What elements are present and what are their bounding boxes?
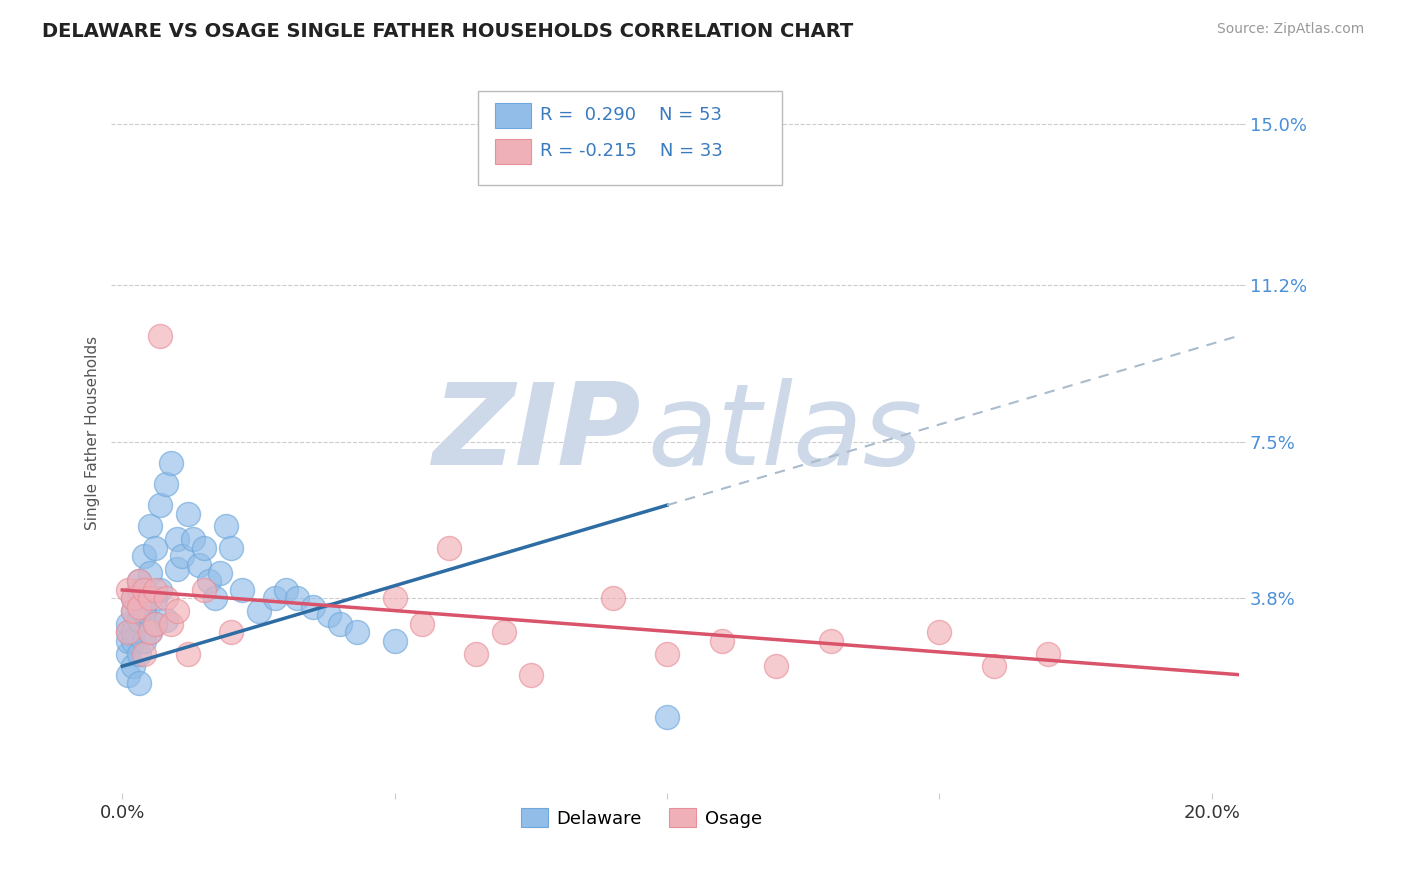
Point	[155, 591, 177, 606]
Text: ZIP: ZIP	[433, 377, 641, 489]
Point	[132, 582, 155, 597]
Point	[193, 582, 215, 597]
Point	[117, 667, 139, 681]
Point	[928, 625, 950, 640]
Point	[346, 625, 368, 640]
Point	[983, 659, 1005, 673]
Point	[219, 541, 242, 555]
Point	[219, 625, 242, 640]
Point	[117, 647, 139, 661]
Point	[155, 613, 177, 627]
Point	[143, 616, 166, 631]
Point	[143, 616, 166, 631]
Point	[128, 647, 150, 661]
Point	[215, 519, 238, 533]
Point	[318, 608, 340, 623]
Text: R =  0.290    N = 53: R = 0.290 N = 53	[540, 106, 721, 124]
Point	[166, 562, 188, 576]
Point	[128, 599, 150, 614]
Point	[143, 541, 166, 555]
Point	[149, 328, 172, 343]
Point	[492, 625, 515, 640]
Point	[209, 566, 232, 580]
Text: Source: ZipAtlas.com: Source: ZipAtlas.com	[1216, 22, 1364, 37]
FancyBboxPatch shape	[495, 103, 531, 128]
Point	[655, 710, 678, 724]
Point	[122, 633, 145, 648]
Point	[149, 498, 172, 512]
FancyBboxPatch shape	[478, 91, 782, 185]
Text: atlas: atlas	[647, 377, 922, 489]
Point	[128, 582, 150, 597]
Point	[160, 616, 183, 631]
Point	[193, 541, 215, 555]
Point	[132, 604, 155, 618]
Y-axis label: Single Father Households: Single Father Households	[86, 336, 100, 530]
Point	[520, 667, 543, 681]
Point	[128, 574, 150, 589]
Point	[149, 582, 172, 597]
Point	[132, 633, 155, 648]
Point	[329, 616, 352, 631]
Point	[231, 582, 253, 597]
Point	[132, 549, 155, 563]
Point	[166, 532, 188, 546]
Point	[198, 574, 221, 589]
Point	[166, 604, 188, 618]
Point	[138, 625, 160, 640]
Point	[247, 604, 270, 618]
Point	[176, 507, 198, 521]
Point	[274, 582, 297, 597]
Point	[117, 616, 139, 631]
Point	[122, 591, 145, 606]
Point	[187, 558, 209, 572]
FancyBboxPatch shape	[495, 138, 531, 164]
Point	[138, 625, 160, 640]
Point	[1038, 647, 1060, 661]
Point	[181, 532, 204, 546]
Point	[160, 456, 183, 470]
Point	[117, 633, 139, 648]
Point	[117, 582, 139, 597]
Point	[710, 633, 733, 648]
Point	[138, 519, 160, 533]
Point	[384, 591, 406, 606]
Point	[122, 625, 145, 640]
Point	[117, 625, 139, 640]
Point	[820, 633, 842, 648]
Point	[765, 659, 787, 673]
Legend: Delaware, Osage: Delaware, Osage	[513, 801, 769, 835]
Point	[143, 591, 166, 606]
Point	[204, 591, 226, 606]
Point	[285, 591, 308, 606]
Point	[143, 582, 166, 597]
Point	[138, 591, 160, 606]
Point	[122, 591, 145, 606]
Text: R = -0.215    N = 33: R = -0.215 N = 33	[540, 142, 723, 160]
Point	[437, 541, 460, 555]
Point	[655, 647, 678, 661]
Point	[384, 633, 406, 648]
Point	[176, 647, 198, 661]
Point	[172, 549, 194, 563]
Point	[411, 616, 433, 631]
Point	[117, 625, 139, 640]
Point	[122, 604, 145, 618]
Point	[128, 574, 150, 589]
Point	[602, 591, 624, 606]
Text: DELAWARE VS OSAGE SINGLE FATHER HOUSEHOLDS CORRELATION CHART: DELAWARE VS OSAGE SINGLE FATHER HOUSEHOL…	[42, 22, 853, 41]
Point	[155, 477, 177, 491]
Point	[122, 659, 145, 673]
Point	[122, 604, 145, 618]
Point	[465, 647, 488, 661]
Point	[302, 599, 325, 614]
Point	[138, 566, 160, 580]
Point	[128, 613, 150, 627]
Point	[128, 676, 150, 690]
Point	[263, 591, 285, 606]
Point	[132, 599, 155, 614]
Point	[132, 647, 155, 661]
